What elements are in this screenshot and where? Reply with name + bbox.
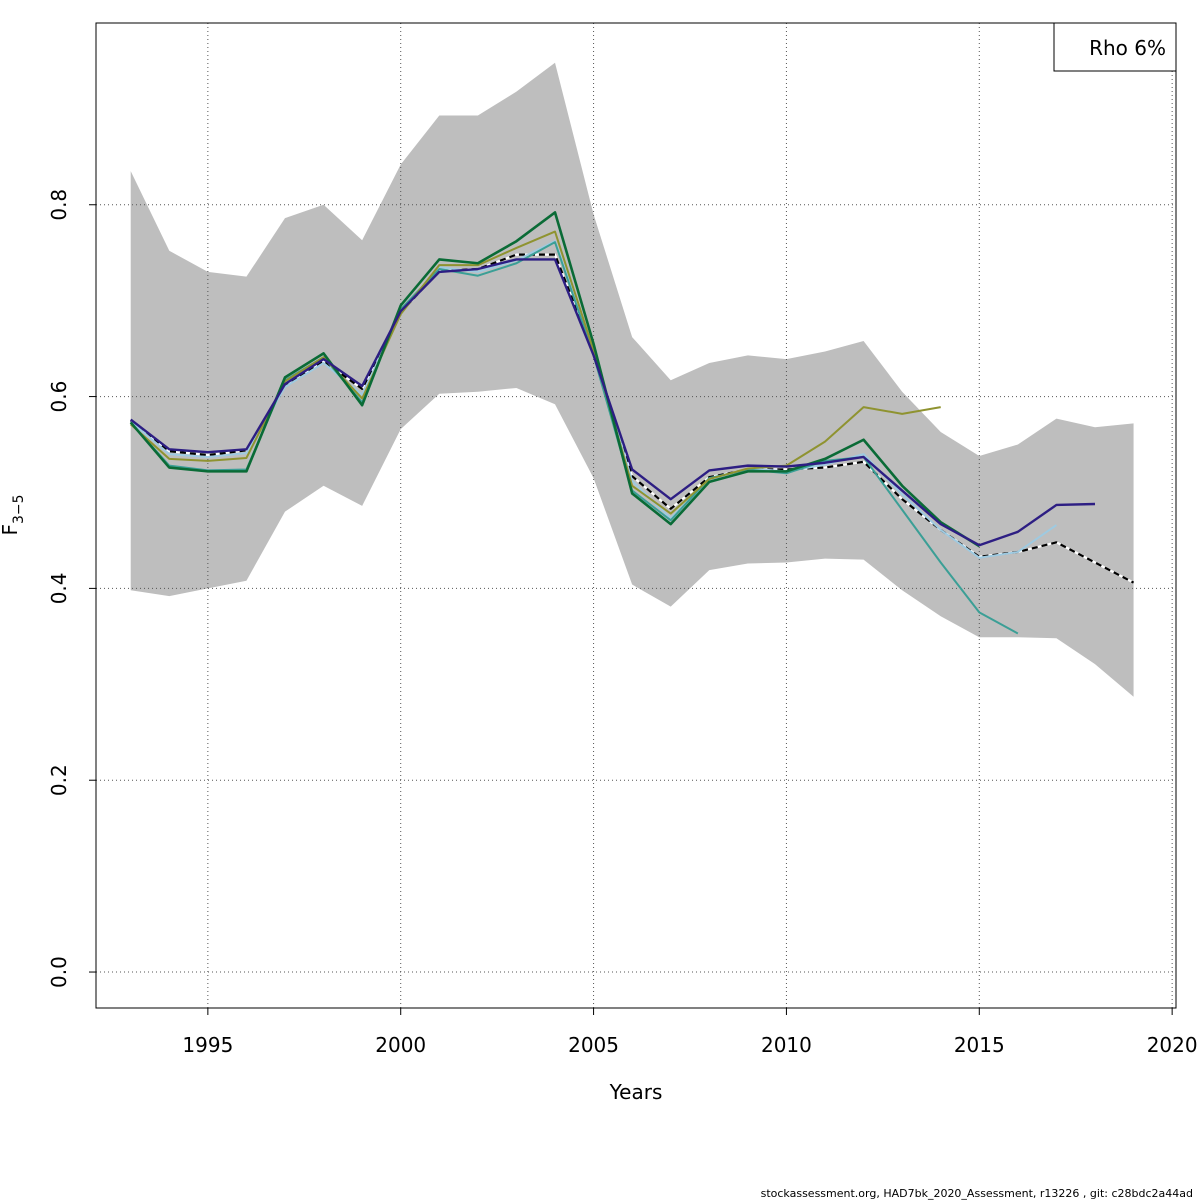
x-tick-label: 2010	[761, 1033, 812, 1057]
legend-text: Rho 6%	[1089, 36, 1166, 60]
y-axis-title-main: F	[0, 524, 22, 536]
x-tick-label: 2005	[568, 1033, 619, 1057]
y-tick-label: 0.4	[47, 572, 71, 604]
axis-layer: 1995 2000 2005 2010 2015 2020 0.0 0.2 0.4 0.6 0.8	[47, 189, 1198, 1057]
x-tick-label: 2020	[1147, 1033, 1198, 1057]
legend: Rho 6%	[1053, 22, 1177, 72]
grid-layer	[96, 23, 1176, 1008]
series-line-4	[129, 211, 980, 548]
x-tick-label: 2015	[954, 1033, 1005, 1057]
y-tick-label: 0.0	[47, 956, 71, 988]
x-axis-title: Years	[609, 1080, 663, 1104]
confidence-band-layer	[130, 62, 1134, 697]
footer-text: stockassessment.org, HAD7bk_2020_Assessm…	[761, 1187, 1193, 1200]
y-tick-label: 0.2	[47, 764, 71, 796]
y-tick-label: 0.6	[47, 381, 71, 413]
y-tick-label: 0.8	[47, 189, 71, 221]
y-axis-title: F3−5	[0, 494, 27, 535]
series-line-5	[129, 258, 1096, 547]
x-tick-label: 2000	[375, 1033, 426, 1057]
y-axis-title-sub: 3−5	[11, 494, 27, 524]
x-tick-label: 1995	[182, 1033, 233, 1057]
plot-frame	[95, 22, 1177, 1009]
series-layer	[129, 211, 1135, 635]
legend-box	[1053, 22, 1177, 72]
confidence-band	[130, 62, 1134, 697]
series-line-3	[130, 230, 941, 515]
